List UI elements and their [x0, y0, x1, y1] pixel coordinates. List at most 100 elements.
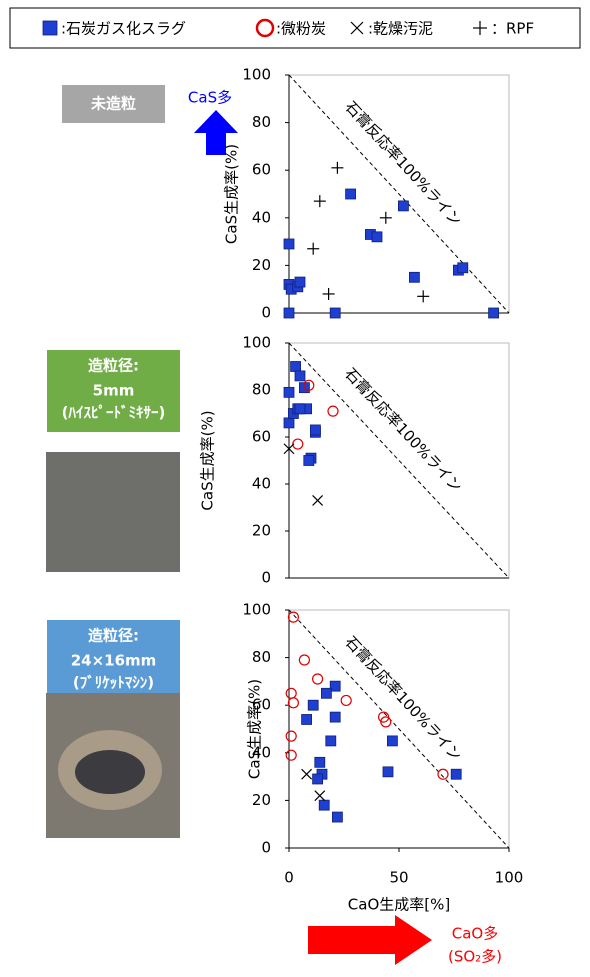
marker-square	[284, 387, 294, 397]
legend-label: :微粉炭	[276, 20, 326, 38]
marker-square	[346, 189, 356, 199]
data-point	[489, 308, 499, 318]
marker-circle	[286, 750, 296, 760]
marker-circle	[341, 695, 351, 705]
data-point	[383, 767, 393, 777]
data-point	[313, 774, 323, 784]
data-point	[315, 791, 325, 801]
marker-square	[43, 21, 57, 35]
legend-label: :乾燥汚泥	[368, 20, 433, 38]
marker-circle	[288, 698, 298, 708]
legend-label: ：RPF	[491, 20, 534, 38]
marker-square	[315, 757, 325, 767]
y-tick-label: 40	[252, 208, 271, 226]
y-tick-label: 0	[261, 569, 271, 587]
data-point	[387, 736, 397, 746]
data-point	[330, 308, 340, 318]
y-axis-title: CaS生成率(%)	[199, 410, 217, 510]
data-point	[319, 800, 329, 810]
data-point	[323, 288, 335, 300]
y-tick-label: 20	[252, 791, 271, 809]
marker-square	[313, 774, 323, 784]
marker-square	[291, 362, 301, 372]
marker-square	[458, 263, 468, 273]
data-point	[417, 290, 429, 302]
data-point	[291, 362, 301, 372]
marker-square	[310, 425, 320, 435]
y-tick-label: 20	[252, 256, 271, 274]
data-point	[304, 456, 314, 466]
data-point	[286, 731, 296, 741]
reference-line	[289, 343, 509, 578]
data-point	[308, 700, 318, 710]
y-axis-title: CaS生成率(%)	[246, 679, 264, 779]
data-point	[295, 404, 305, 414]
marker-square	[383, 767, 393, 777]
y-tick-label: 80	[252, 381, 271, 399]
data-point	[451, 769, 461, 779]
x-tick-label: 50	[389, 869, 408, 887]
data-point	[286, 750, 296, 760]
data-point	[330, 712, 340, 722]
marker-square	[284, 418, 294, 428]
marker-square	[295, 404, 305, 414]
data-point	[284, 418, 294, 428]
data-point	[286, 688, 296, 698]
marker-circle	[257, 20, 273, 36]
data-point	[409, 272, 419, 282]
data-point	[346, 189, 356, 199]
arrow-up-label: CaS多	[188, 89, 232, 107]
marker-square	[295, 277, 305, 287]
reference-line-label: 石膏反応率100%ライン	[341, 365, 465, 496]
y-tick-label: 0	[261, 839, 271, 857]
y-tick-label: 20	[252, 522, 271, 540]
data-point	[458, 263, 468, 273]
reference-line-label: 石膏反応率100%ライン	[341, 633, 465, 765]
y-axis-title: CaS生成率(%)	[223, 144, 241, 244]
data-point	[314, 195, 326, 207]
legend-marker	[473, 21, 487, 35]
data-point	[341, 695, 351, 705]
data-point	[299, 655, 309, 665]
y-tick-label: 100	[242, 601, 271, 619]
marker-square	[302, 714, 312, 724]
reference-line	[289, 75, 509, 313]
y-tick-label: 100	[242, 334, 271, 352]
legend-marker	[43, 21, 57, 35]
photo-pellets	[46, 452, 180, 572]
marker-circle	[286, 688, 296, 698]
y-tick-label: 60	[252, 428, 271, 446]
marker-square	[387, 736, 397, 746]
data-point	[284, 239, 294, 249]
data-point	[332, 812, 342, 822]
marker-square	[284, 308, 294, 318]
data-point	[438, 769, 448, 779]
x-tick-label: 0	[284, 869, 294, 887]
data-point	[321, 688, 331, 698]
reference-line	[289, 610, 509, 848]
marker-square	[330, 712, 340, 722]
panel-label-text: 24×16mm	[71, 652, 157, 670]
panel-label-text: 未造粒	[90, 95, 136, 113]
marker-square	[372, 232, 382, 242]
photo-briquette-pile	[75, 750, 145, 794]
legend-marker	[257, 20, 273, 36]
y-tick-label: 80	[252, 113, 271, 131]
marker-circle	[328, 406, 338, 416]
panel-label-text: 造粒径:	[88, 357, 139, 375]
arrow-right	[308, 915, 432, 965]
marker-square	[308, 700, 318, 710]
data-point	[398, 201, 408, 211]
panel-label-text: (ﾌﾞﾘｹｯﾄﾏｼﾝ)	[73, 674, 154, 692]
data-point	[295, 277, 305, 287]
panel-label-text: (ﾊｲｽﾋﾟｰﾄﾞﾐｷｻｰ)	[62, 404, 166, 422]
marker-square	[332, 812, 342, 822]
marker-circle	[286, 731, 296, 741]
y-tick-label: 80	[252, 648, 271, 666]
marker-square	[321, 688, 331, 698]
legend-marker	[351, 22, 363, 34]
marker-square	[398, 201, 408, 211]
marker-circle	[313, 674, 323, 684]
data-point	[288, 698, 298, 708]
x-tick-label: 100	[495, 869, 524, 887]
